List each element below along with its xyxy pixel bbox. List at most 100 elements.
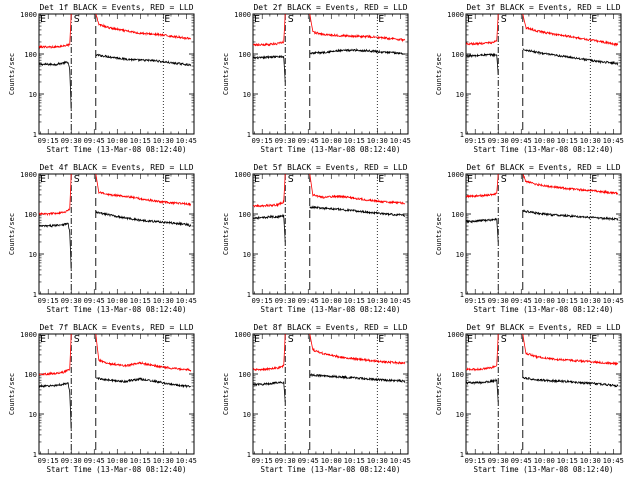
detector-panel: Det 4f BLACK = Events, RED = LLD 1 10 100 10… (8, 163, 197, 314)
lld-series-line (39, 173, 72, 217)
y-tick-label: 1000 (20, 11, 37, 19)
lld-series-line (465, 173, 499, 199)
x-tick-label: 10:45 (603, 457, 624, 465)
y-tick-label: 1000 (20, 171, 37, 179)
y-axis-label: Counts/sec (8, 53, 16, 95)
y-tick-label: 10 (29, 251, 37, 259)
events-series-line (522, 376, 619, 388)
y-tick-label: 100 (451, 51, 464, 59)
x-tick-label: 10:00 (534, 137, 555, 145)
lld-series-line (522, 13, 619, 47)
x-tick-label: 09:15 (38, 297, 59, 305)
x-tick-label: 09:15 (252, 457, 273, 465)
x-tick-label: 09:30 (275, 297, 296, 305)
event-marker-label: E (164, 334, 170, 345)
lld-series-line (309, 333, 406, 366)
x-tick-label: 10:45 (176, 137, 197, 145)
y-tick-label: 1000 (447, 11, 464, 19)
events-series-line (465, 378, 499, 403)
y-tick-label: 1000 (234, 331, 251, 339)
event-marker-label: E (254, 14, 260, 25)
y-tick-label: 1 (33, 131, 37, 139)
events-series-line (309, 205, 406, 218)
event-marker-label: S (501, 174, 507, 185)
events-series-line (522, 209, 619, 222)
event-marker-label: S (288, 14, 294, 25)
events-series-line (465, 52, 499, 75)
y-tick-label: 10 (243, 91, 251, 99)
x-axis-label: Start Time (13-Mar-08 08:12:40) (474, 145, 614, 154)
event-marker-label: E (467, 14, 473, 25)
y-axis-label: Counts/sec (222, 53, 230, 95)
x-tick-label: 10:45 (176, 297, 197, 305)
events-series-line (309, 372, 406, 384)
plot-frame (38, 333, 195, 455)
event-marker-label: E (467, 174, 473, 185)
lld-series-line (252, 333, 286, 372)
x-tick-label: 10:45 (390, 137, 411, 145)
event-marker-label: E (378, 334, 384, 345)
x-tick-label: 10:30 (367, 457, 388, 465)
x-tick-label: 10:30 (367, 297, 388, 305)
detector-panel: Det 8f BLACK = Events, RED = LLD 1 10 100 10… (222, 323, 411, 474)
event-marker-label: E (591, 14, 597, 25)
x-axis-label: Start Time (13-Mar-08 08:12:40) (261, 465, 401, 474)
events-series-line (309, 47, 406, 56)
events-series-line (465, 217, 499, 243)
x-tick-label: 10:30 (153, 297, 174, 305)
x-tick-label: 10:00 (534, 297, 555, 305)
panel-title: Det 3f BLACK = Events, RED = LLD (466, 3, 620, 12)
events-series-line (38, 382, 72, 430)
y-axis-label: Counts/sec (8, 373, 16, 415)
y-tick-label: 1 (460, 291, 464, 299)
lld-series-line (522, 333, 619, 366)
event-marker-label: E (378, 14, 384, 25)
y-tick-label: 100 (24, 51, 37, 59)
lld-series-line (309, 173, 406, 205)
x-tick-label: 09:45 (511, 297, 532, 305)
x-tick-label: 09:45 (84, 297, 105, 305)
x-tick-label: 10:30 (153, 457, 174, 465)
x-tick-label: 10:45 (603, 297, 624, 305)
event-marker-label: S (501, 334, 507, 345)
lld-series-line (522, 174, 619, 195)
x-tick-label: 09:30 (61, 297, 82, 305)
event-marker-label: E (40, 14, 46, 25)
x-tick-label: 10:00 (107, 297, 128, 305)
lld-series-line (309, 13, 406, 43)
event-marker-label: E (164, 174, 170, 185)
event-marker-label: E (254, 334, 260, 345)
y-axis-label: Counts/sec (435, 53, 443, 95)
lld-series-line (253, 173, 286, 208)
x-tick-label: 10:15 (344, 457, 365, 465)
detector-panel: Det 7f BLACK = Events, RED = LLD 1 10 100 10… (8, 323, 197, 474)
y-tick-label: 1000 (447, 331, 464, 339)
event-marker-label: S (74, 174, 80, 185)
event-marker-label: E (591, 174, 597, 185)
x-tick-label: 09:15 (252, 137, 273, 145)
x-tick-label: 10:15 (344, 297, 365, 305)
panel-title: Det 7f BLACK = Events, RED = LLD (39, 323, 193, 332)
y-tick-label: 1000 (234, 171, 251, 179)
x-axis-label: Start Time (13-Mar-08 08:12:40) (261, 145, 401, 154)
x-tick-label: 09:45 (298, 297, 319, 305)
panel-title: Det 9f BLACK = Events, RED = LLD (466, 323, 620, 332)
x-tick-label: 09:30 (488, 137, 509, 145)
x-tick-label: 10:30 (580, 297, 601, 305)
panel-title: Det 2f BLACK = Events, RED = LLD (253, 3, 407, 12)
events-series-line (38, 60, 72, 110)
x-tick-label: 09:15 (38, 457, 59, 465)
event-marker-label: E (40, 334, 46, 345)
detector-panel: Det 1f BLACK = Events, RED = LLD 1 10 100 10… (8, 3, 197, 154)
panel-title: Det 8f BLACK = Events, RED = LLD (253, 323, 407, 332)
x-tick-label: 10:00 (107, 457, 128, 465)
y-tick-label: 1 (247, 131, 251, 139)
x-tick-label: 09:15 (38, 137, 59, 145)
y-axis-label: Counts/sec (435, 213, 443, 255)
event-marker-label: E (591, 334, 597, 345)
plot-frame (465, 333, 622, 455)
x-tick-label: 10:00 (107, 137, 128, 145)
event-marker-label: S (74, 334, 80, 345)
detector-panel: Det 2f BLACK = Events, RED = LLD 1 10 100 10… (222, 3, 411, 154)
